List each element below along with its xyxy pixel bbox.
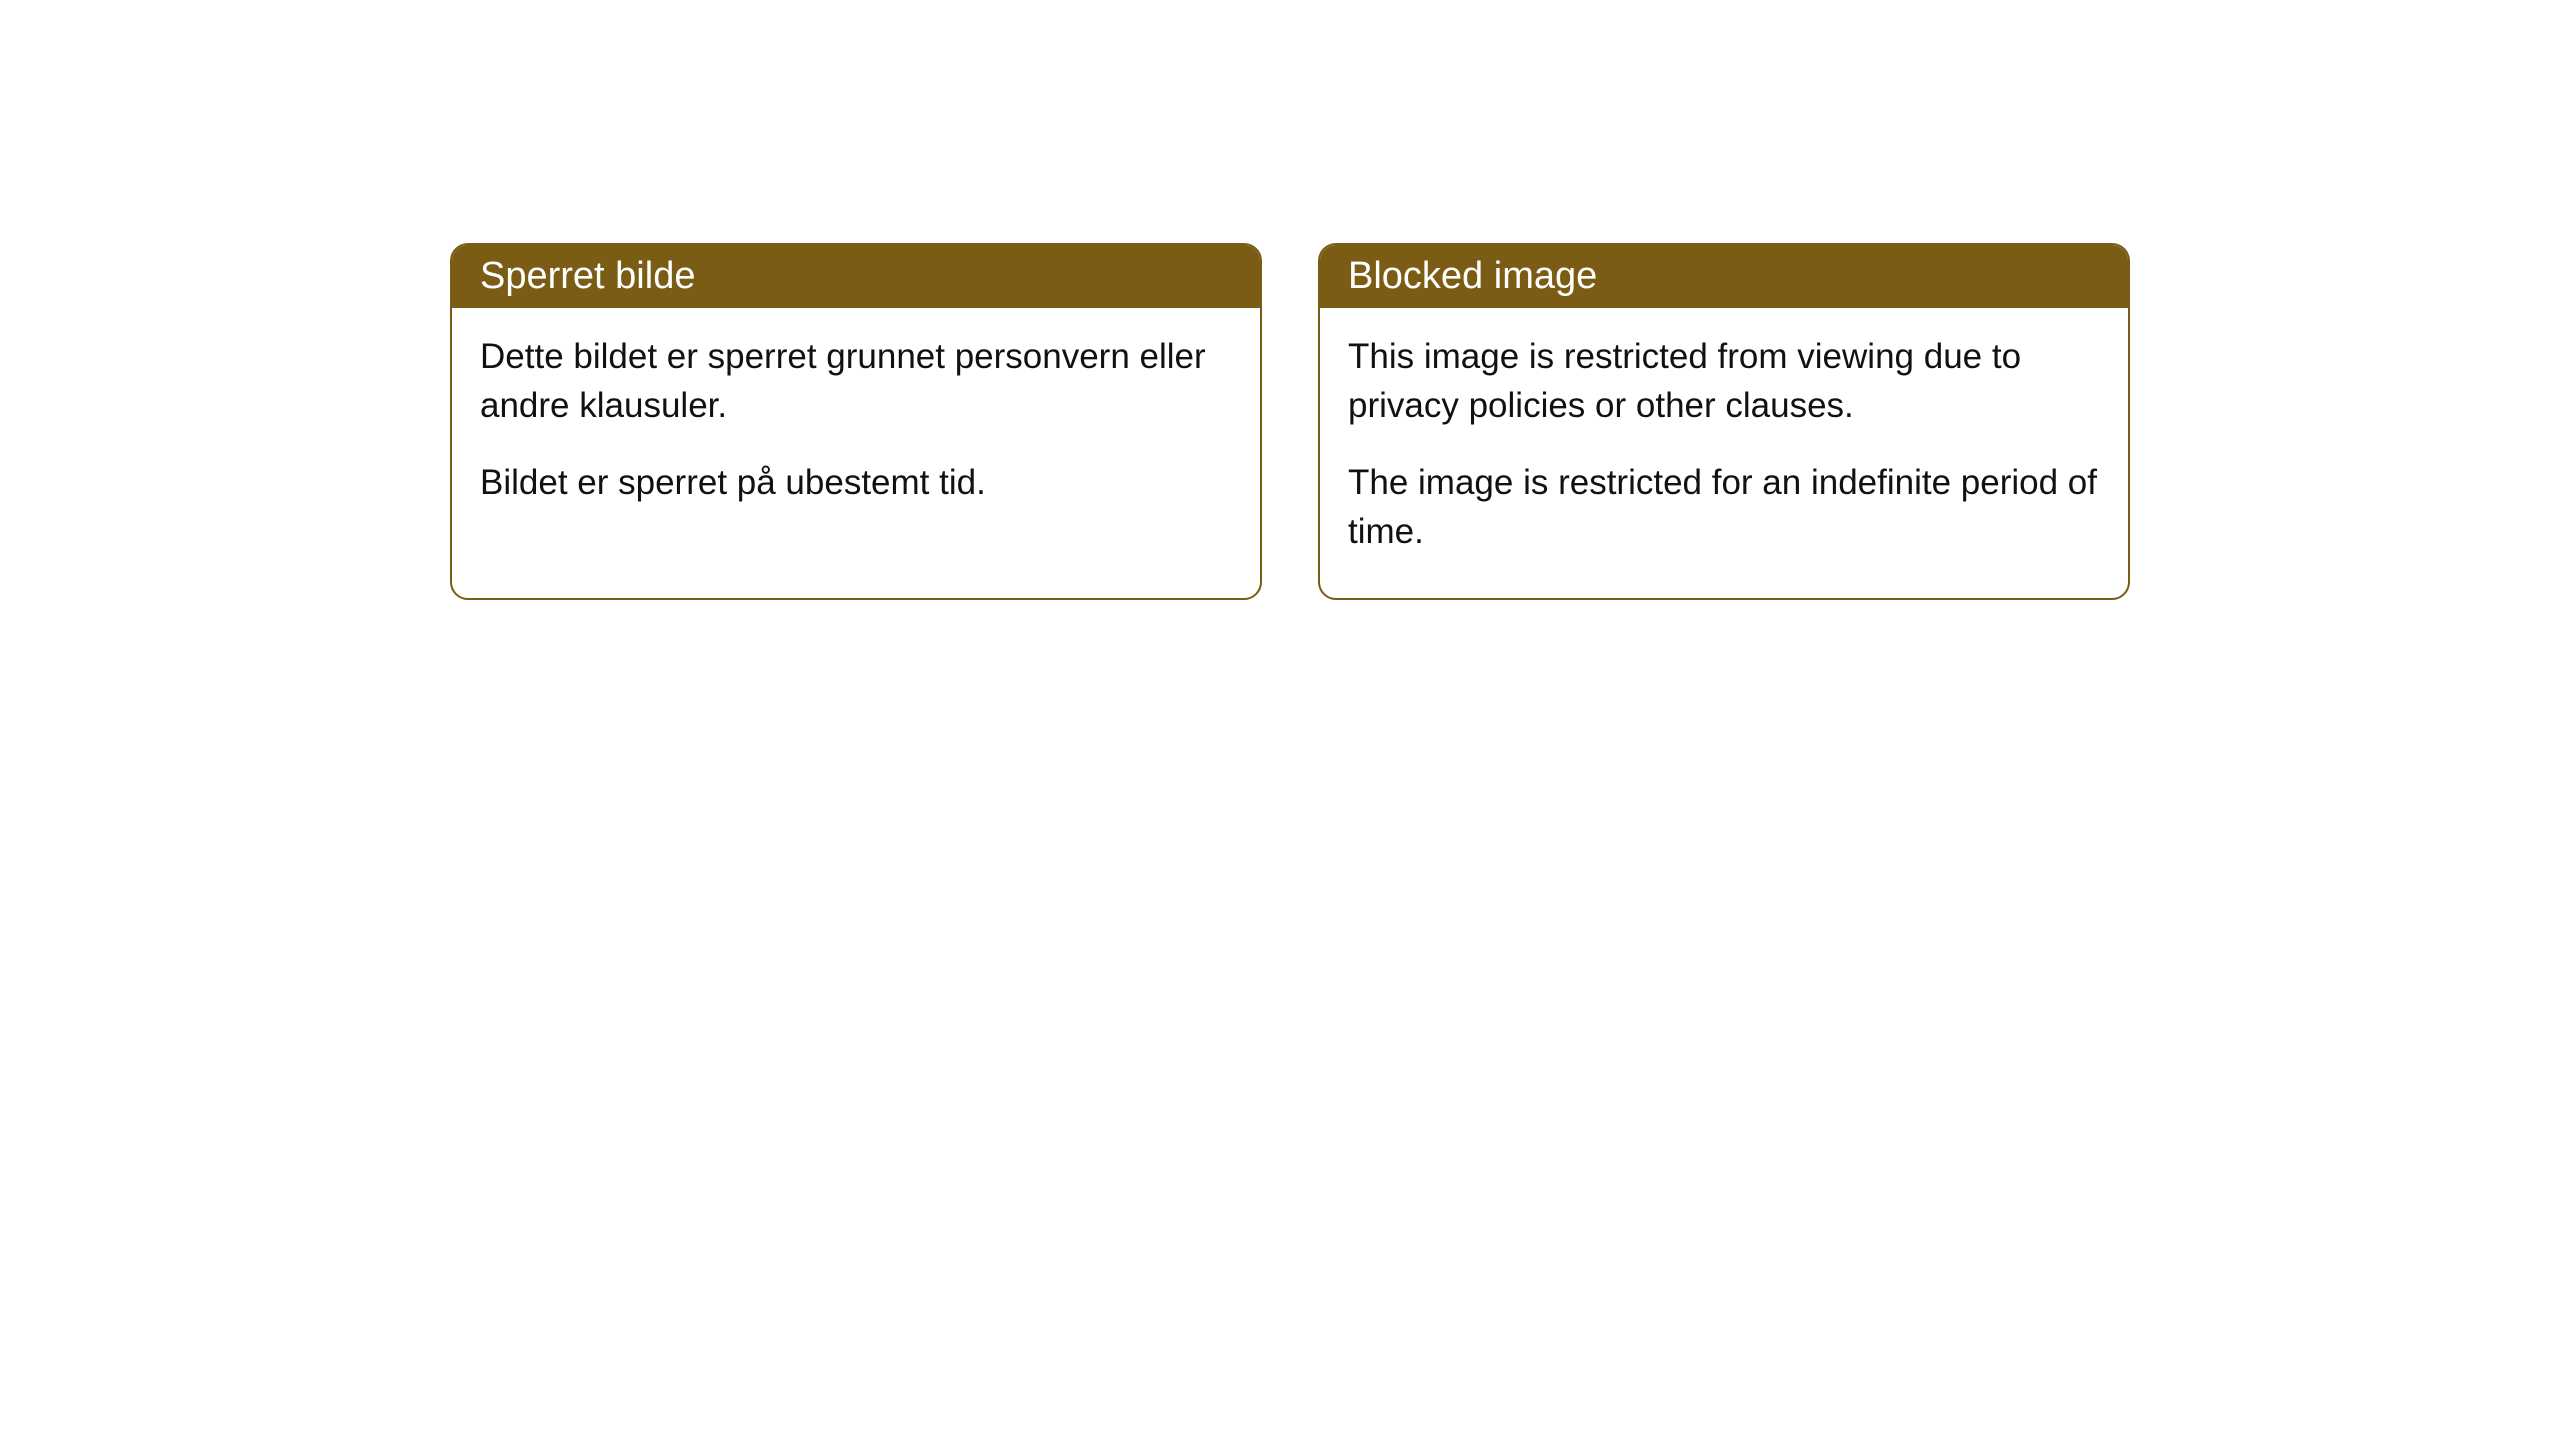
card-header-norwegian: Sperret bilde bbox=[452, 245, 1260, 308]
card-norwegian: Sperret bilde Dette bildet er sperret gr… bbox=[450, 243, 1262, 600]
card-title: Sperret bilde bbox=[480, 255, 695, 297]
card-english: Blocked image This image is restricted f… bbox=[1318, 243, 2130, 600]
card-title: Blocked image bbox=[1348, 255, 1597, 297]
card-paragraph: The image is restricted for an indefinit… bbox=[1348, 458, 2100, 556]
card-paragraph: This image is restricted from viewing du… bbox=[1348, 332, 2100, 430]
card-body-norwegian: Dette bildet er sperret grunnet personve… bbox=[452, 308, 1260, 549]
card-paragraph: Dette bildet er sperret grunnet personve… bbox=[480, 332, 1232, 430]
card-header-english: Blocked image bbox=[1320, 245, 2128, 308]
card-body-english: This image is restricted from viewing du… bbox=[1320, 308, 2128, 598]
cards-container: Sperret bilde Dette bildet er sperret gr… bbox=[450, 243, 2130, 600]
card-paragraph: Bildet er sperret på ubestemt tid. bbox=[480, 458, 1232, 507]
